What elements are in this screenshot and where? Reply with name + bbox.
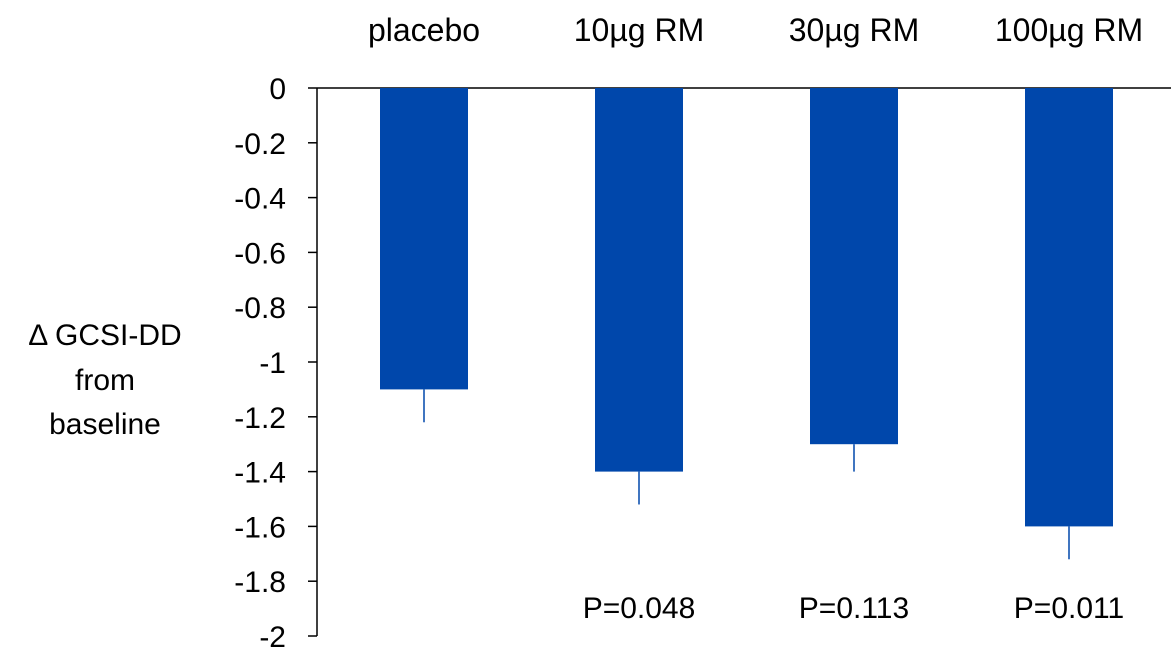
y-tick-label: -1.4	[234, 457, 286, 490]
y-tick-label: -0.2	[234, 128, 286, 161]
y-tick-label: -0.8	[234, 292, 286, 325]
p-value-annotations: P=0.048 P=0.113 P=0.011	[583, 592, 1125, 625]
error-bars	[423, 389, 1070, 560]
bars	[380, 88, 1113, 527]
y-axis-ticks: 0 -0.2 -0.4 -0.6 -0.8 -1 -1.2 -1.4 -1.6 -1.8 -2	[234, 73, 317, 654]
category-label: placebo	[368, 12, 480, 48]
y-axis-label-line: baseline	[49, 408, 161, 441]
y-axis-label-line: Δ GCSI-DD	[28, 319, 181, 352]
y-tick-label: -1.8	[234, 566, 286, 599]
bar	[810, 88, 898, 445]
bar	[1025, 88, 1113, 527]
bar	[595, 88, 683, 472]
category-label: 10µg RM	[574, 12, 704, 48]
p-value-label: P=0.011	[1014, 592, 1124, 625]
y-tick-label: -0.4	[234, 183, 286, 216]
y-axis-label-line: from	[75, 364, 135, 397]
p-value-label: P=0.048	[583, 592, 696, 625]
y-axis-label: Δ GCSI-DD from baseline	[28, 319, 181, 441]
category-labels: placebo 10µg RM 30µg RM 100µg RM	[368, 12, 1143, 48]
y-tick-label: -1	[259, 347, 286, 380]
y-tick-label: -1.2	[234, 402, 286, 435]
category-label: 30µg RM	[789, 12, 919, 48]
y-tick-label: 0	[269, 73, 286, 106]
bar	[380, 88, 468, 390]
y-tick-label: -0.6	[234, 237, 286, 270]
y-tick-label: -1.6	[234, 511, 286, 544]
y-tick-label: -2	[259, 621, 286, 654]
category-label: 100µg RM	[995, 12, 1143, 48]
p-value-label: P=0.113	[799, 592, 909, 625]
